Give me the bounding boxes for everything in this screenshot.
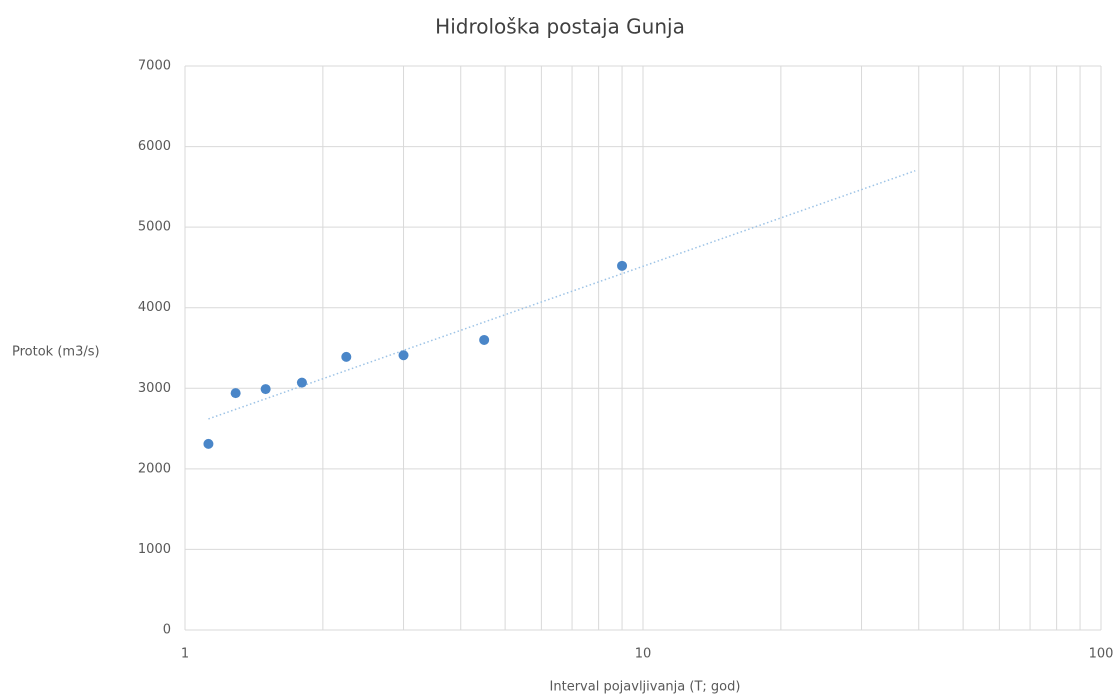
y-tick-label: 4000 bbox=[138, 300, 171, 315]
data-point bbox=[479, 334, 490, 345]
data-point bbox=[203, 438, 214, 449]
y-tick-label: 2000 bbox=[138, 461, 171, 476]
y-tick-label: 6000 bbox=[138, 139, 171, 154]
y-tick-label: 0 bbox=[163, 623, 171, 638]
data-point bbox=[398, 350, 409, 361]
data-point bbox=[341, 351, 352, 362]
data-point bbox=[296, 377, 307, 388]
data-point bbox=[617, 260, 628, 271]
y-axis-label: Protok (m3/s) bbox=[12, 345, 100, 360]
trendline bbox=[208, 170, 916, 420]
y-tick-label: 3000 bbox=[138, 381, 171, 396]
y-tick-label: 7000 bbox=[138, 59, 171, 74]
x-tick-label: 10 bbox=[635, 647, 652, 662]
y-tick-label: 5000 bbox=[138, 220, 171, 235]
chart-title: Hidrološka postaja Gunja bbox=[435, 15, 685, 39]
data-point bbox=[260, 384, 271, 395]
x-tick-label: 1 bbox=[181, 647, 189, 662]
data-point bbox=[230, 388, 241, 399]
x-tick-label: 100 bbox=[1089, 647, 1114, 662]
y-tick-label: 1000 bbox=[138, 542, 171, 557]
x-axis-label: Interval pojavljivanja (T; god) bbox=[550, 680, 741, 695]
